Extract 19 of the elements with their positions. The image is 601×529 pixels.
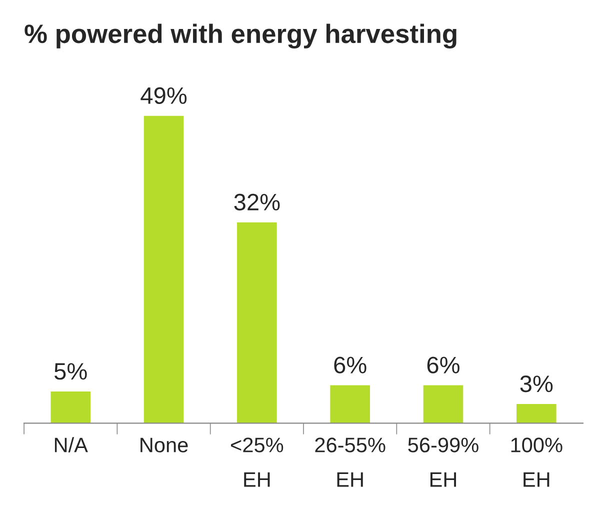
bar bbox=[330, 385, 370, 424]
data-label: 6% bbox=[427, 356, 460, 374]
bar bbox=[423, 385, 464, 424]
bar bbox=[237, 222, 277, 424]
bar bbox=[144, 116, 184, 424]
x-tick-label: 100% EH bbox=[511, 438, 562, 487]
chart-title: % powered with energy harvesting bbox=[24, 24, 456, 49]
x-tick-label: N/A bbox=[54, 437, 88, 452]
x-tick-label: <25% EH bbox=[231, 438, 284, 487]
x-tick-label: None bbox=[140, 438, 188, 452]
bar bbox=[516, 404, 556, 424]
x-tick-label: 56-99% EH bbox=[408, 438, 478, 487]
data-label: 6% bbox=[334, 356, 366, 374]
data-label: 5% bbox=[54, 363, 87, 380]
data-label: 32% bbox=[234, 194, 280, 211]
bar bbox=[50, 392, 91, 424]
x-tick-label: 26-55% EH bbox=[315, 438, 386, 487]
data-label: 3% bbox=[520, 376, 553, 392]
data-label: 49% bbox=[140, 87, 187, 104]
